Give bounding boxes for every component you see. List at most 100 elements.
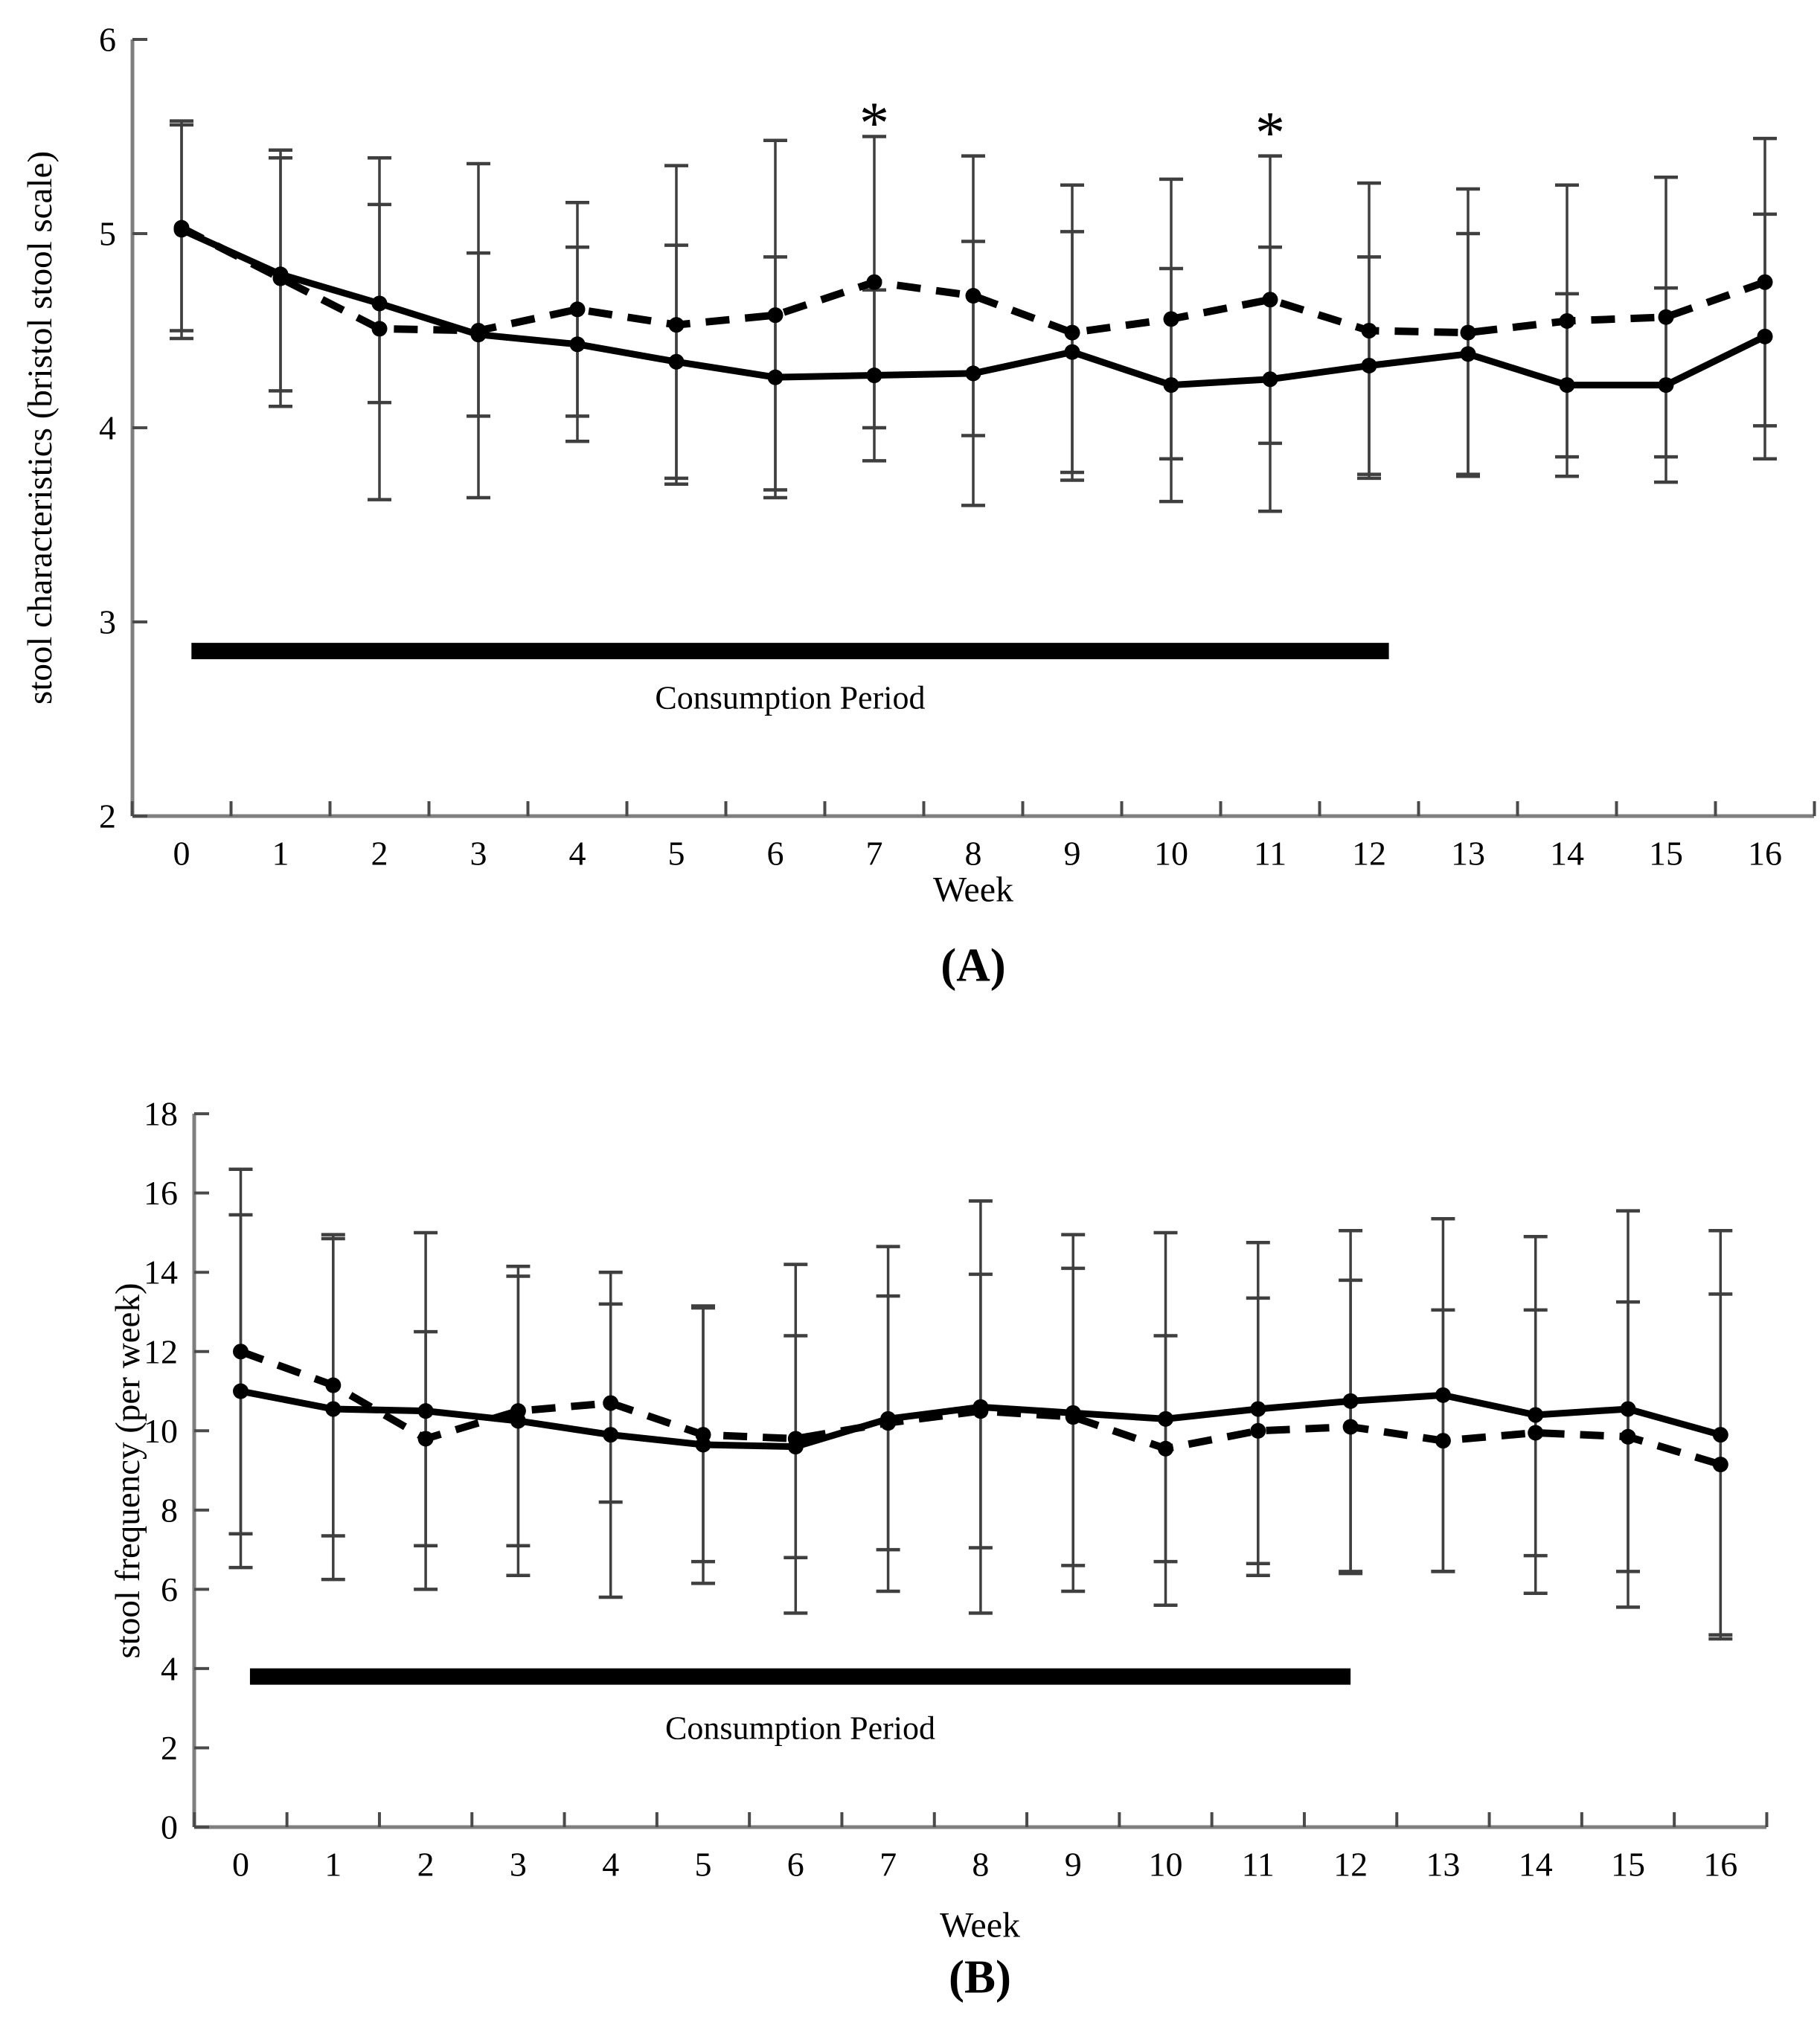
data-point-marker <box>1361 357 1377 373</box>
x-tick-label: 12 <box>1352 835 1386 873</box>
data-point-marker <box>1712 1457 1728 1473</box>
y-tick-label: 6 <box>161 1570 178 1608</box>
data-point-marker <box>603 1427 619 1443</box>
x-tick-label: 11 <box>1242 1846 1275 1884</box>
x-tick-label: 3 <box>510 1846 527 1884</box>
chart-b-y-axis-title: stool frequency (per week) <box>109 1283 147 1659</box>
x-tick-label: 4 <box>569 835 586 873</box>
data-point-marker <box>173 219 190 236</box>
consumption-period-label: Consumption Period <box>655 679 925 716</box>
y-tick-label: 0 <box>161 1808 178 1846</box>
data-point-marker <box>866 368 882 384</box>
data-point-marker <box>1559 312 1575 329</box>
data-point-marker <box>1064 324 1080 341</box>
chart-a-y-axis-title: stool characteristics (bristol stool sca… <box>21 151 60 705</box>
y-tick-label: 18 <box>144 1095 178 1133</box>
data-point-marker <box>417 1431 434 1447</box>
x-tick-label: 4 <box>602 1846 619 1884</box>
data-point-marker <box>1262 371 1278 388</box>
x-tick-label: 7 <box>879 1846 897 1884</box>
x-tick-label: 3 <box>470 835 487 873</box>
data-point-marker <box>1712 1427 1728 1443</box>
data-point-marker <box>1658 377 1674 394</box>
data-point-marker <box>965 365 981 382</box>
x-tick-label: 10 <box>1154 835 1188 873</box>
data-point-marker <box>1064 344 1080 360</box>
chart-b-x-axis-title: Week <box>939 1905 1021 1945</box>
x-tick-label: 8 <box>965 835 982 873</box>
x-tick-label: 8 <box>972 1846 989 1884</box>
x-tick-label: 9 <box>1065 1846 1082 1884</box>
significance-asterisk: * <box>1255 100 1285 166</box>
data-point-marker <box>1620 1428 1636 1445</box>
data-point-marker <box>371 321 388 337</box>
data-point-marker <box>325 1401 342 1417</box>
data-point-marker <box>1342 1419 1359 1435</box>
data-point-marker <box>603 1395 619 1411</box>
data-point-marker <box>1250 1401 1266 1417</box>
data-point-marker <box>1065 1409 1081 1425</box>
y-tick-label: 2 <box>99 797 116 835</box>
x-tick-label: 10 <box>1149 1846 1183 1884</box>
data-point-marker <box>1163 377 1179 394</box>
chart-b-caption: (B) <box>949 1951 1011 2003</box>
y-tick-label: 6 <box>99 21 116 59</box>
data-point-marker <box>371 295 388 312</box>
x-tick-label: 16 <box>1748 835 1782 873</box>
consumption-period-label: Consumption Period <box>665 1710 935 1746</box>
data-point-marker <box>1528 1425 1544 1441</box>
data-point-marker <box>1757 328 1773 344</box>
data-point-marker <box>1658 309 1674 325</box>
data-point-marker <box>569 301 586 318</box>
x-tick-label: 2 <box>417 1846 435 1884</box>
data-point-marker <box>1361 323 1377 338</box>
data-point-marker <box>1250 1422 1266 1439</box>
series-line-dashed <box>179 224 1766 337</box>
y-tick-label: 12 <box>144 1332 178 1370</box>
data-point-marker <box>973 1403 989 1419</box>
x-tick-label: 7 <box>866 835 883 873</box>
y-tick-label: 16 <box>144 1174 178 1212</box>
x-tick-label: 6 <box>767 835 784 873</box>
x-tick-label: 5 <box>668 835 685 873</box>
x-tick-label: 2 <box>371 835 388 873</box>
data-point-marker <box>1435 1433 1451 1449</box>
x-tick-label: 13 <box>1426 1846 1460 1884</box>
x-tick-label: 1 <box>324 1846 342 1884</box>
x-tick-label: 14 <box>1550 835 1584 873</box>
data-point-marker <box>569 336 586 353</box>
y-tick-label: 10 <box>144 1412 178 1450</box>
significance-asterisk: * <box>859 91 889 156</box>
data-point-marker <box>233 1344 249 1360</box>
y-tick-label: 14 <box>144 1254 178 1291</box>
x-tick-label: 0 <box>173 835 190 873</box>
data-point-marker <box>1620 1401 1636 1417</box>
data-point-marker <box>767 307 784 324</box>
data-point-marker <box>1757 274 1773 290</box>
y-tick-label: 4 <box>161 1649 178 1687</box>
data-point-marker <box>233 1383 249 1399</box>
x-tick-label: 6 <box>787 1846 804 1884</box>
data-point-marker <box>510 1403 526 1419</box>
data-point-marker <box>1163 311 1179 327</box>
chart-a-caption: (A) <box>941 939 1006 992</box>
data-point-marker <box>668 317 685 333</box>
x-tick-label: 15 <box>1649 835 1683 873</box>
y-tick-label: 8 <box>161 1491 178 1529</box>
data-point-marker <box>417 1403 434 1419</box>
data-point-marker <box>470 323 487 338</box>
x-tick-label: 13 <box>1451 835 1485 873</box>
data-point-marker <box>1158 1410 1173 1427</box>
data-point-marker <box>965 288 981 304</box>
x-tick-label: 14 <box>1519 1846 1553 1884</box>
x-tick-label: 16 <box>1703 1846 1737 1884</box>
data-point-marker <box>1559 377 1575 394</box>
data-point-marker <box>1342 1393 1359 1409</box>
data-point-marker <box>668 353 685 370</box>
y-tick-label: 5 <box>99 215 116 253</box>
x-tick-label: 0 <box>232 1846 249 1884</box>
x-tick-label: 9 <box>1064 835 1081 873</box>
x-tick-label: 1 <box>272 835 289 873</box>
